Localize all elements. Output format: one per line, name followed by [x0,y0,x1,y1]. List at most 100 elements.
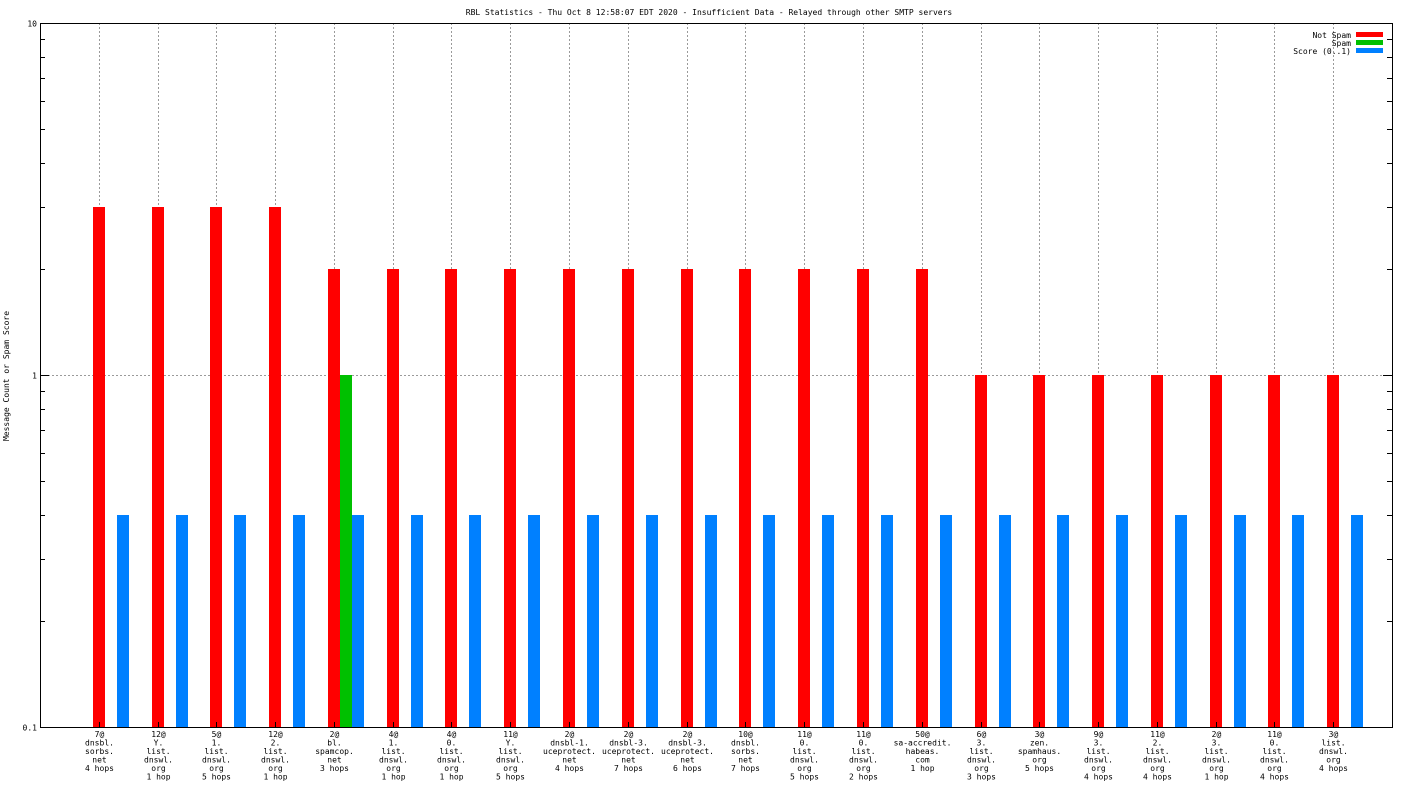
x-tick-label: 1. [212,739,222,748]
x-tick-label: 3 hops [320,764,349,773]
x-tick-label: org [209,764,224,773]
bar [563,269,575,727]
x-tick-label: 5@ [212,730,222,739]
bar [1351,515,1363,727]
x-tick-label: 3. [1094,739,1104,748]
x-tick-label: 5 hops [1025,764,1054,773]
x-tick-label: org [797,764,812,773]
x-tick-label: 5 hops [496,773,525,782]
bar [1116,515,1128,727]
x-tick-label: list. [1262,747,1286,756]
x-tick-label: 1 hop [381,773,405,782]
x-tick-label: net [327,756,342,765]
x-tick-label: list. [1321,739,1345,748]
x-tick-label: spamcop. [315,747,354,756]
x-tick-label: list. [498,747,522,756]
bar [176,515,188,727]
x-tick-label: 7 hops [614,764,643,773]
bar [916,269,928,727]
x-tick-label: 50@ [915,730,930,739]
x-tick-label: 11@ [503,730,518,739]
x-tick-label: sorbs. [731,747,760,756]
x-tick-label: 1 hop [263,773,287,782]
x-tick-label: 3. [1212,739,1222,748]
bar [469,515,481,727]
bar [940,515,952,727]
bar [1175,515,1187,727]
x-tick-label: 2@ [1212,730,1222,739]
x-tick-label: list. [1145,747,1169,756]
x-tick-label: list. [851,747,875,756]
x-tick-label: net [738,756,753,765]
bar [881,515,893,727]
x-tick-label: org [1209,764,1224,773]
x-tick-label: 3@ [1035,730,1045,739]
bar [210,207,222,727]
x-tick-label: 6 hops [673,764,702,773]
y-tick-label: 10 [27,20,37,29]
x-tick-label: 2 hops [849,773,878,782]
bar [93,207,105,727]
x-tick-label: dnsbl-3. [668,739,707,748]
x-tick-label: 2@ [330,730,340,739]
x-tick-label: list. [263,747,287,756]
x-tick-label: dnswl. [261,756,290,765]
x-tick-label: net [92,756,107,765]
x-tick-label: org [268,764,283,773]
x-tick-label: org [1326,756,1341,765]
bar [234,515,246,727]
x-tick-label: 5 hops [790,773,819,782]
bar [1033,375,1045,727]
bar [1327,375,1339,727]
x-tick-label: dnswl. [967,756,996,765]
x-tick-label: dnsbl-3. [609,739,648,748]
y-axis-ticks: 0.1 1 10 [23,20,1392,733]
bar [798,269,810,727]
y-tick-label: 0.1 [23,724,38,733]
legend-swatch [1356,32,1383,37]
x-tick-label: 3. [977,739,987,748]
x-tick-label: org [974,764,989,773]
y-axis-label: Message Count or Spam Score [2,311,11,441]
bars [93,207,1363,727]
x-tick-label: 3@ [1329,730,1339,739]
x-tick-label: 2@ [565,730,575,739]
x-tick-label: habeas. [906,747,940,756]
x-tick-label: spamhaus. [1018,747,1061,756]
x-tick-label: org [386,764,401,773]
x-tick-label: 10@ [738,730,753,739]
y-tick-label: 1 [32,372,37,381]
bar [293,515,305,727]
x-tick-label: 2. [1153,739,1163,748]
x-tick-label: 11@ [1150,730,1165,739]
x-tick-label: 11@ [856,730,871,739]
bar [117,515,129,727]
x-tick-label: 1 hop [910,764,934,773]
x-tick-label: 0. [800,739,810,748]
x-tick-label: 0. [859,739,869,748]
x-tick-label: list. [1204,747,1228,756]
bar [681,269,693,727]
x-tick-label: dnswl. [202,756,231,765]
bar [739,269,751,727]
x-tick-label: 4 hops [1260,773,1289,782]
bar [328,269,340,727]
x-tick-label: org [1091,764,1106,773]
bar [1210,375,1222,727]
x-tick-label: 1 hop [439,773,463,782]
bar [587,515,599,727]
bar [975,375,987,727]
x-tick-label: org [856,764,871,773]
x-tick-label: 4@ [389,730,399,739]
x-tick-label: dnswl. [1260,756,1289,765]
bar [1151,375,1163,727]
x-tick-label: dnswl. [849,756,878,765]
x-tick-label: dnswl. [1319,747,1348,756]
x-tick-label: 0. [447,739,457,748]
bar [763,515,775,727]
bar [269,207,281,727]
x-tick-label: 4 hops [1143,773,1172,782]
x-tick-label: uceprotect. [661,747,714,756]
x-tick-label: zen. [1030,739,1049,748]
